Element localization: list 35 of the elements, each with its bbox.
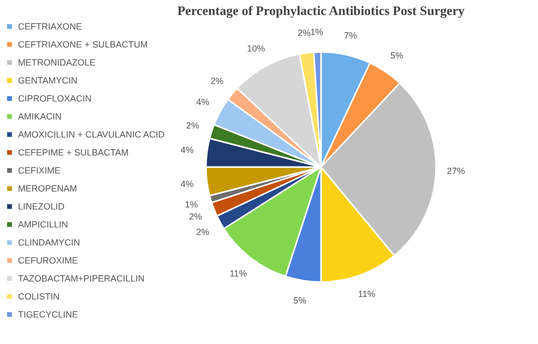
legend-label: GENTAMYCIN — [18, 76, 78, 86]
data-label: 10% — [246, 44, 265, 54]
data-label: 2% — [298, 28, 311, 38]
data-label: 27% — [446, 166, 465, 176]
data-label: 11% — [230, 268, 247, 279]
data-label: 2% — [210, 76, 224, 86]
data-label: 5% — [390, 50, 404, 60]
legend-label: AMPICILLIN — [18, 220, 68, 230]
data-label: 4% — [180, 145, 194, 156]
legend-label: COLISTIN — [18, 292, 60, 302]
legend-label: MEROPENAM — [18, 184, 78, 194]
data-label: 7% — [344, 30, 357, 40]
legend-label: CEFTRIAXONE + SULBACTUM — [18, 40, 148, 50]
legend-label: LINEZOLID — [18, 202, 66, 212]
legend-label: AMOXICILLIN + CLAVULANIC ACID — [18, 130, 166, 140]
data-label: 2% — [196, 227, 210, 238]
legend-label: TAZOBACTAM+PIPERACILLIN — [18, 274, 144, 284]
legend-label: METRONIDAZOLE — [18, 58, 96, 68]
data-label: 4% — [180, 178, 194, 189]
data-label: 2% — [186, 120, 200, 130]
chart-title: Percentage of Prophylactic Antibiotics Post Surgery — [177, 3, 466, 18]
legend-label: TIGECYCLINE — [18, 310, 78, 320]
data-label: 4% — [196, 96, 210, 107]
legend-label: CEFEPIME + SULBACTAM — [18, 148, 129, 158]
data-label: 2% — [188, 212, 202, 222]
legend-label: AMIKACIN — [18, 112, 62, 122]
data-label: 5% — [293, 295, 306, 306]
legend-label: CIPROFLOXACIN — [18, 94, 92, 104]
data-label: 11% — [358, 289, 376, 300]
legend-label: CEFIXIME — [18, 166, 61, 176]
legend-label: CEFTRIAXONE — [18, 22, 82, 32]
legend-label: CEFUROXIME — [18, 256, 78, 266]
data-label: 1% — [310, 27, 324, 38]
legend-label: CLINDAMYCIN — [18, 238, 80, 248]
data-label: 1% — [184, 200, 198, 210]
